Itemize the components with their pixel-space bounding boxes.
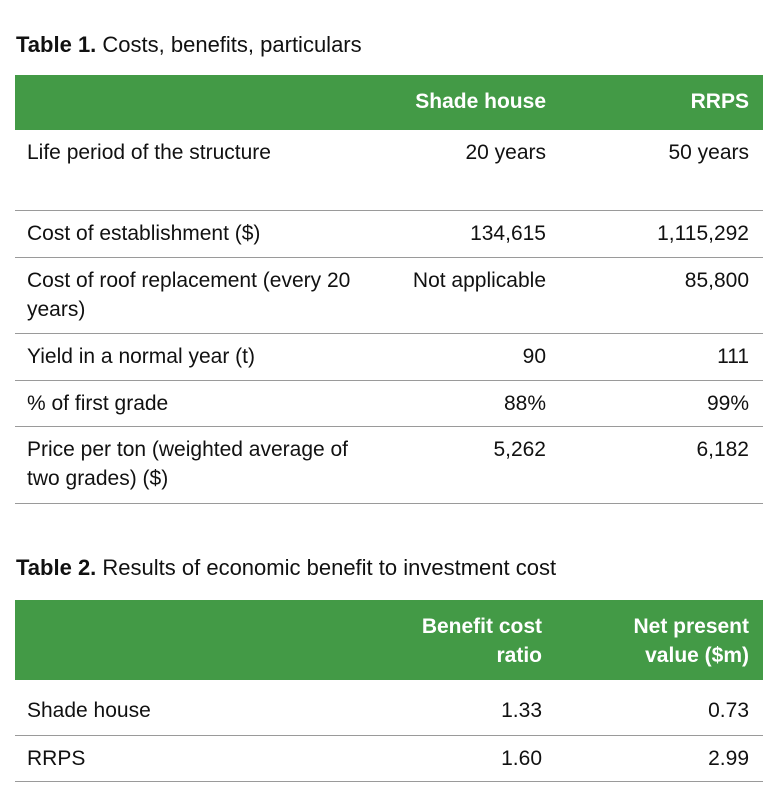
header-cell: Benefit cost ratio (355, 600, 542, 680)
cell: 1,115,292 (560, 210, 763, 258)
row-label: Cost of establishment ($) (15, 210, 365, 258)
cell: 2.99 (542, 735, 763, 782)
table-row: Cost of establishment ($) 134,615 1,115,29… (15, 210, 763, 258)
cell: 6,182 (560, 426, 763, 504)
header-cell (15, 600, 355, 680)
row-label: Shade house (15, 680, 355, 736)
table1-title-text: Costs, benefits, particulars (96, 32, 362, 57)
table1: Shade house RRPS Life period of the stru… (15, 75, 763, 504)
table2-header: Benefit cost ratio Net present value ($m… (15, 600, 763, 680)
cell: 1.33 (355, 680, 542, 736)
cell: 88% (365, 380, 560, 427)
table1-header: Shade house RRPS (15, 75, 763, 130)
table2-title: Table 2. Results of economic benefit to … (16, 555, 556, 581)
header-cell (15, 75, 365, 130)
cell: 20 years (365, 130, 560, 211)
table-row: Price per ton (weighted average of two g… (15, 426, 763, 504)
header-cell: Net present value ($m) (542, 600, 763, 680)
table-row: Life period of the structure 20 years 50 y… (15, 130, 763, 211)
table-row: % of first grade 88% 99% (15, 380, 763, 427)
row-label: Yield in a normal year (t) (15, 333, 365, 381)
table2-title-text: Results of economic benefit to investmen… (96, 555, 557, 580)
cell: 1.60 (355, 735, 542, 782)
cell: 111 (560, 333, 763, 381)
cell: 134,615 (365, 210, 560, 258)
table-row: RRPS 1.60 2.99 (15, 735, 763, 782)
cell: 50 years (560, 130, 763, 211)
cell: 99% (560, 380, 763, 427)
table1-title: Table 1. Costs, benefits, particulars (16, 32, 362, 58)
cell: Not applicable (365, 257, 560, 334)
header-cell: RRPS (560, 75, 763, 130)
cell: 0.73 (542, 680, 763, 736)
table-row: Shade house 1.33 0.73 (15, 680, 763, 736)
row-label: % of first grade (15, 380, 365, 427)
cell: 85,800 (560, 257, 763, 334)
table2: Benefit cost ratio Net present value ($m… (15, 600, 763, 782)
table2-title-label: Table 2. (16, 555, 97, 580)
cell: 5,262 (365, 426, 560, 504)
row-label: RRPS (15, 735, 355, 782)
row-label: Cost of roof replacement (every 20 years… (15, 257, 365, 334)
row-label: Price per ton (weighted average of two g… (15, 426, 365, 504)
cell: 90 (365, 333, 560, 381)
header-cell: Shade house (365, 75, 560, 130)
table-row: Cost of roof replacement (every 20 years… (15, 257, 763, 334)
table-row: Yield in a normal year (t) 90 111 (15, 333, 763, 381)
table1-title-label: Table 1. (16, 32, 97, 57)
row-label: Life period of the structure (15, 130, 365, 211)
